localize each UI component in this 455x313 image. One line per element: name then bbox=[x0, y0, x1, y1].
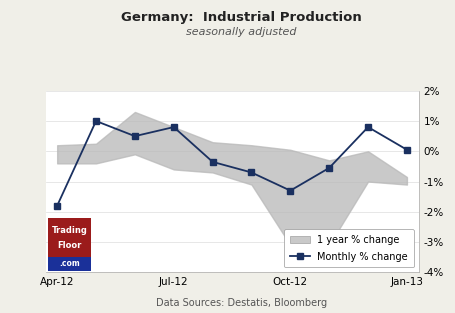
Text: Data Sources: Destatis, Bloomberg: Data Sources: Destatis, Bloomberg bbox=[156, 298, 327, 308]
Text: seasonally adjusted: seasonally adjusted bbox=[186, 27, 296, 37]
Text: .com: .com bbox=[59, 259, 80, 268]
Text: Germany:  Industrial Production: Germany: Industrial Production bbox=[121, 11, 362, 24]
Text: Trading: Trading bbox=[51, 226, 87, 235]
Legend: 1 year % change, Monthly % change: 1 year % change, Monthly % change bbox=[284, 229, 414, 267]
Text: Floor: Floor bbox=[57, 241, 81, 250]
